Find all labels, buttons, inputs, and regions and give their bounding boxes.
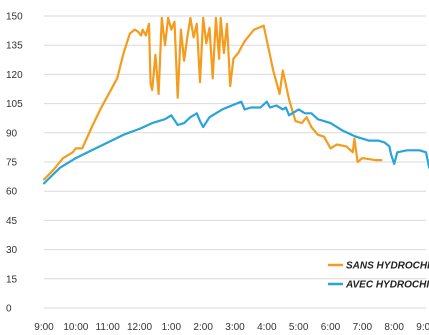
legend-label: SANS HYDROCHILL bbox=[346, 261, 429, 272]
y-tick-label: 135 bbox=[6, 41, 23, 52]
x-tick-label: 12:00 bbox=[127, 322, 152, 333]
legend: SANS HYDROCHILL AVEC HYDROCHILL bbox=[328, 261, 429, 291]
series-line-sans bbox=[42, 16, 383, 181]
x-tick-label: 9:00 bbox=[416, 322, 429, 333]
x-axis-ticks: 9:00 10:00 11:00 12:00 1:00 2:00 3:00 4:00 5:00 6… bbox=[34, 322, 429, 333]
y-tick-label: 90 bbox=[6, 128, 18, 139]
x-tick-label: 8:00 bbox=[384, 322, 404, 333]
y-tick-label: 15 bbox=[6, 274, 18, 285]
x-tick-label: 5:00 bbox=[289, 322, 309, 333]
y-axis-ticks: 0 15 30 45 60 75 90 105 120 135 150 bbox=[6, 12, 23, 315]
y-tick-label: 75 bbox=[6, 158, 18, 169]
y-tick-label: 60 bbox=[6, 187, 18, 198]
series-line-avec bbox=[42, 100, 429, 185]
y-tick-label: 0 bbox=[6, 304, 12, 315]
series-lines bbox=[42, 16, 429, 185]
x-tick-label: 3:00 bbox=[225, 322, 245, 333]
y-tick-label: 45 bbox=[6, 216, 18, 227]
x-tick-label: 6:00 bbox=[321, 322, 341, 333]
x-tick-label: 2:00 bbox=[193, 322, 213, 333]
y-tick-label: 120 bbox=[6, 70, 23, 81]
x-tick-label: 9:00 bbox=[34, 322, 54, 333]
y-tick-label: 150 bbox=[6, 12, 23, 23]
x-tick-label: 10:00 bbox=[63, 322, 88, 333]
legend-label: AVEC HYDROCHILL bbox=[345, 280, 429, 291]
x-tick-label: 7:00 bbox=[353, 322, 373, 333]
x-tick-label: 4:00 bbox=[257, 322, 277, 333]
y-tick-label: 30 bbox=[6, 245, 18, 256]
x-tick-label: 11:00 bbox=[96, 322, 121, 333]
grid-lines bbox=[44, 15, 426, 309]
y-tick-label: 105 bbox=[6, 99, 23, 110]
x-tick-label: 1:00 bbox=[162, 322, 182, 333]
